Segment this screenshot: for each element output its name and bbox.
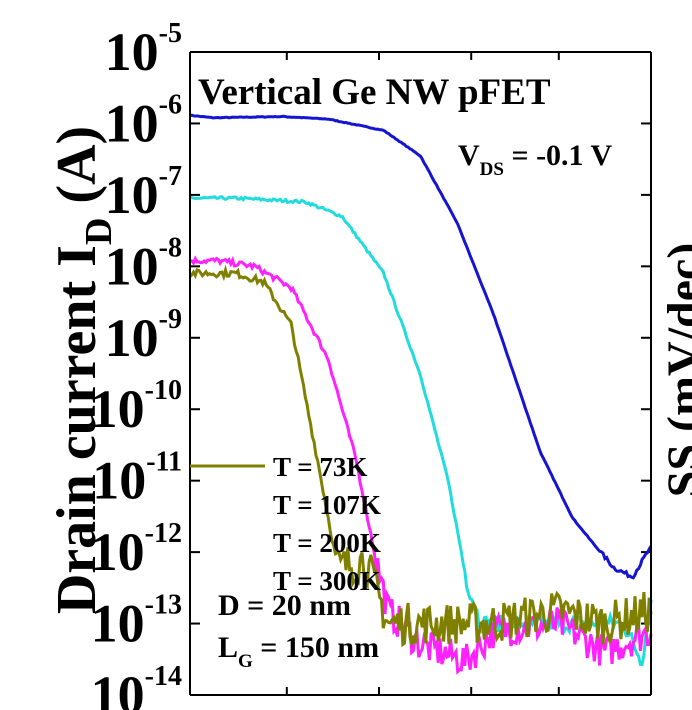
lg-sub: G	[238, 651, 253, 672]
y-axis-label: Drain current ID (A)	[46, 126, 120, 614]
vds-value: = -0.1 V	[504, 139, 613, 172]
diameter-label: D = 20 nm	[218, 589, 351, 622]
vds-sub: DS	[480, 159, 504, 180]
series-layer	[189, 113, 653, 675]
plot-frame	[189, 51, 652, 696]
legend-entry-73k: T = 73K	[273, 452, 367, 482]
y-tick-label: 10-11	[92, 447, 182, 511]
legend-entry-107k: T = 107K	[273, 490, 381, 520]
y-tick-label: 10-12	[91, 518, 182, 582]
series-line-t-300k	[189, 113, 653, 580]
y-tick-label: 10-8	[105, 232, 182, 296]
chart-title: Vertical Ge NW pFET	[198, 72, 551, 113]
vds-main: V	[458, 139, 480, 172]
y-tick-label: 10-14	[91, 661, 182, 710]
legend-entry-200k: T = 200K	[273, 528, 381, 558]
series-line-t-107k	[189, 255, 653, 675]
series-line-t-73k	[189, 264, 653, 648]
gate-length-label: LG = 150 nm	[218, 631, 379, 672]
lg-value: = 150 nm	[253, 631, 379, 664]
y-tick-label: 10-9	[105, 304, 182, 368]
legend: T = 73K T = 107K T = 200K T = 300K	[190, 452, 381, 596]
y-axis-label-main: Drain current I	[46, 245, 108, 614]
legend-entry-300k: T = 300K	[273, 566, 381, 596]
y-axis-label-sub: D	[78, 218, 120, 245]
right-axis-label: SS (mV/dec)	[658, 243, 692, 498]
vds-label: VDS = -0.1 V	[458, 139, 613, 180]
y-tick-label: 10-7	[105, 161, 182, 225]
y-tick-label: 10-13	[91, 590, 182, 654]
y-tick-labels: 10-5 10-6 10-7 10-8 10-9 10-10 10-11 10-12 10-13…	[91, 18, 182, 710]
y-tick-label: 10-5	[105, 18, 182, 82]
y-tick-label: 10-10	[91, 375, 182, 439]
lg-main: L	[218, 631, 238, 664]
y-axis-label-unit: (A)	[46, 126, 108, 218]
y-tick-label: 10-6	[105, 89, 182, 153]
